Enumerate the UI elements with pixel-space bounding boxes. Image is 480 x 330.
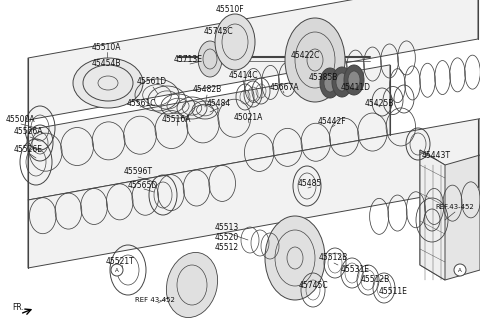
Text: 45513: 45513 — [215, 222, 239, 232]
Polygon shape — [28, 0, 478, 120]
Ellipse shape — [348, 71, 360, 89]
Text: 45500A: 45500A — [5, 115, 35, 124]
Text: 45442F: 45442F — [318, 117, 346, 126]
Polygon shape — [28, 119, 480, 268]
Text: 45596T: 45596T — [123, 168, 153, 177]
Text: REF.43-452: REF.43-452 — [436, 204, 474, 210]
Text: 45021A: 45021A — [233, 114, 263, 122]
Text: 45521T: 45521T — [106, 256, 134, 266]
Ellipse shape — [336, 73, 348, 91]
Ellipse shape — [320, 68, 340, 98]
Text: 45511E: 45511E — [379, 286, 408, 295]
Text: A: A — [458, 268, 462, 273]
Ellipse shape — [332, 67, 352, 97]
Ellipse shape — [111, 264, 123, 276]
Ellipse shape — [454, 264, 466, 276]
Text: 45422C: 45422C — [290, 50, 320, 59]
Text: 45713E: 45713E — [173, 55, 203, 64]
Text: 45526E: 45526E — [13, 146, 43, 154]
Polygon shape — [420, 150, 480, 280]
Text: 45512B: 45512B — [318, 253, 348, 262]
Text: 45414C: 45414C — [228, 71, 258, 80]
Polygon shape — [28, 65, 390, 200]
Text: 45561C: 45561C — [126, 98, 156, 108]
Ellipse shape — [285, 18, 345, 102]
Text: 45667A: 45667A — [269, 83, 299, 92]
Text: 45745C: 45745C — [203, 27, 233, 37]
Text: 45516A: 45516A — [161, 115, 191, 124]
Text: 45454B: 45454B — [91, 58, 121, 68]
Text: 45531E: 45531E — [340, 266, 370, 275]
Text: 45510A: 45510A — [91, 44, 121, 52]
Text: 45484: 45484 — [207, 100, 231, 109]
Ellipse shape — [167, 252, 217, 317]
Text: 45561D: 45561D — [137, 77, 167, 85]
Text: 45385B: 45385B — [308, 73, 338, 82]
Text: 45425B: 45425B — [364, 98, 394, 108]
Text: 45485: 45485 — [298, 179, 322, 187]
Text: 45520: 45520 — [215, 233, 239, 242]
Text: 45745C: 45745C — [298, 280, 328, 289]
Text: 45510F: 45510F — [216, 6, 244, 15]
Text: 45443T: 45443T — [421, 151, 451, 160]
Ellipse shape — [324, 74, 336, 92]
Text: 45482B: 45482B — [192, 85, 222, 94]
Text: 45565D: 45565D — [128, 181, 158, 189]
Text: 45411D: 45411D — [341, 82, 371, 91]
Text: 45512B: 45512B — [360, 276, 390, 284]
Polygon shape — [420, 150, 445, 280]
Text: REF 43-452: REF 43-452 — [135, 297, 175, 303]
Ellipse shape — [198, 41, 222, 77]
Text: 45512: 45512 — [215, 243, 239, 251]
Ellipse shape — [265, 216, 325, 300]
Ellipse shape — [344, 65, 364, 95]
Ellipse shape — [73, 58, 143, 108]
Text: 45526A: 45526A — [13, 127, 43, 137]
Ellipse shape — [215, 14, 255, 70]
Text: A: A — [115, 268, 119, 273]
Text: FR.: FR. — [12, 303, 24, 312]
